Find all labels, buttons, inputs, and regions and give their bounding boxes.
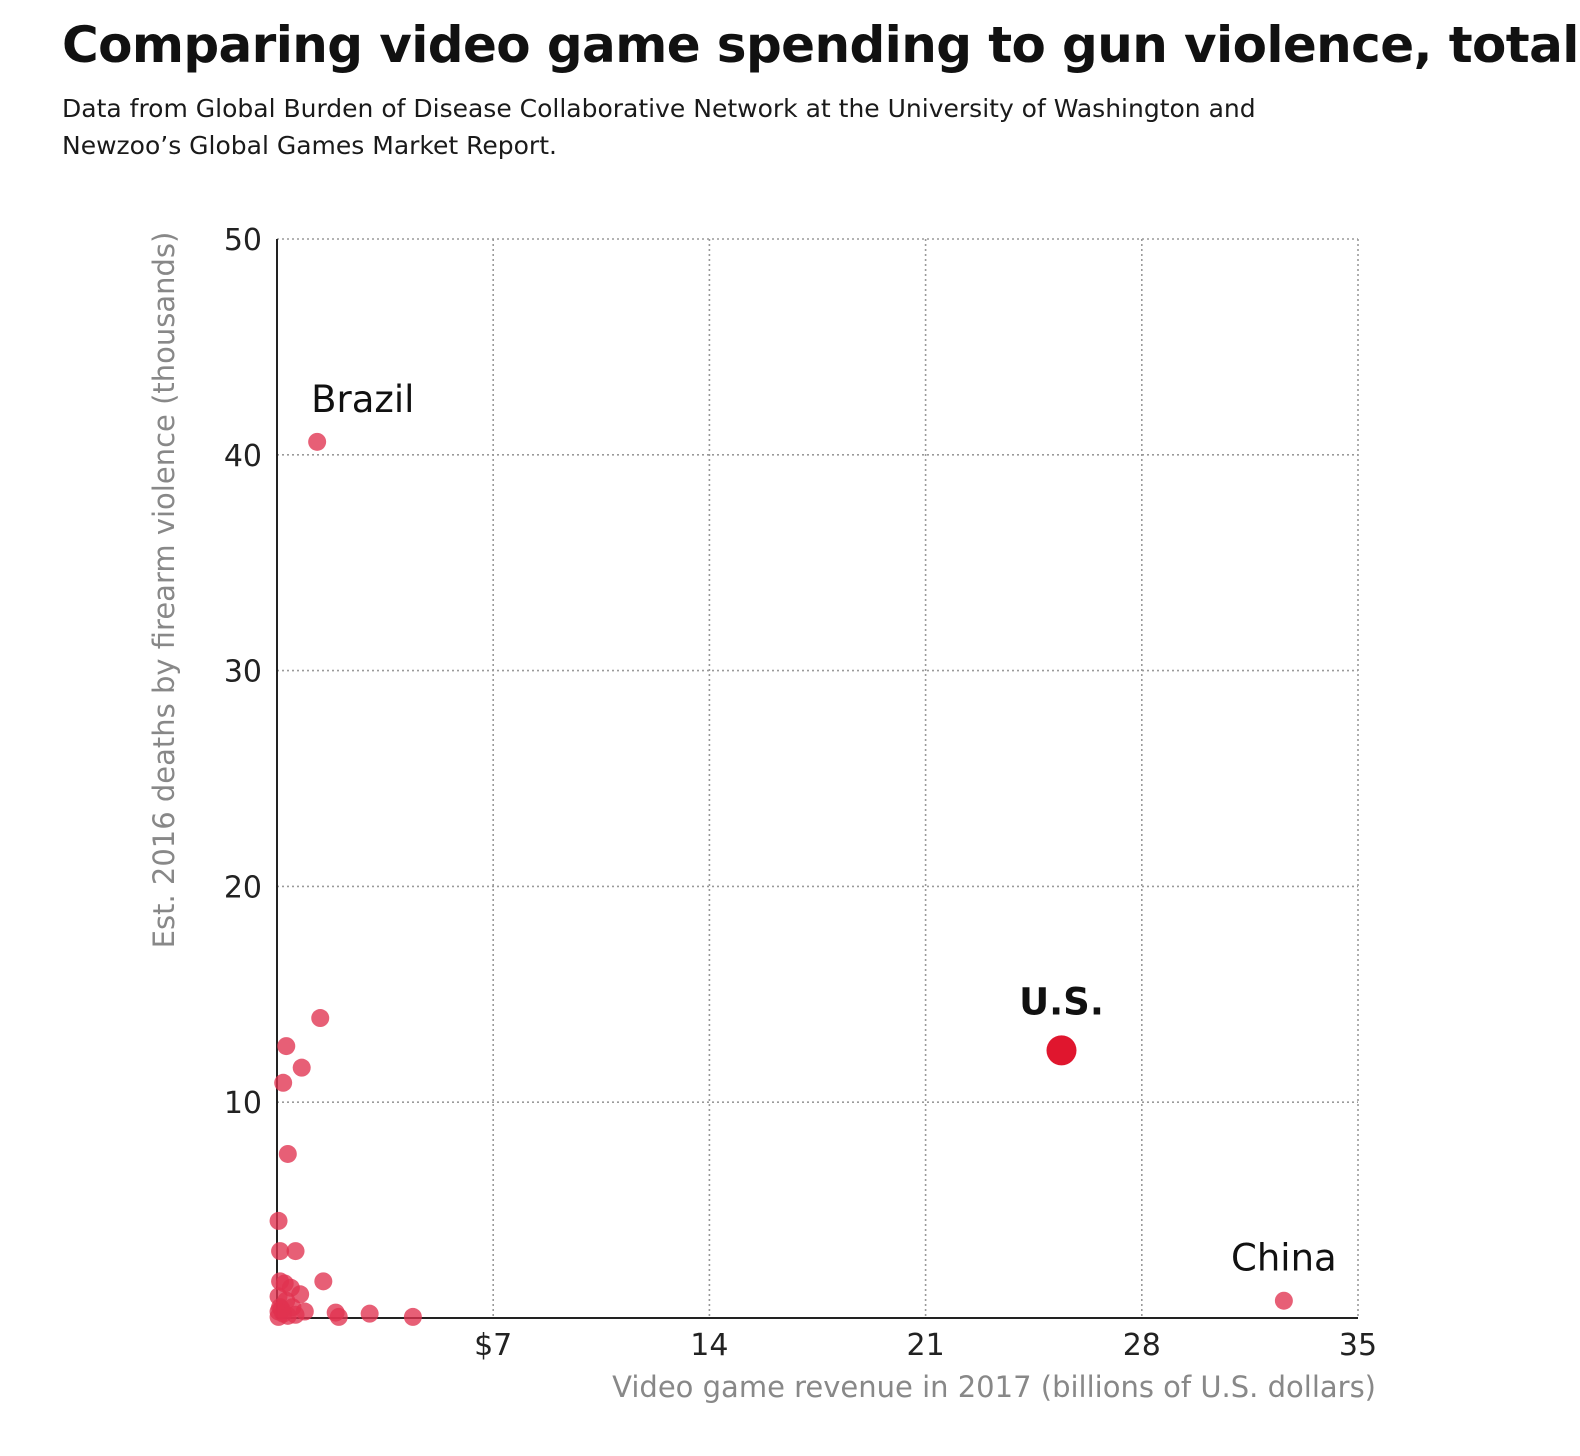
data-point	[1274, 1291, 1293, 1310]
point-labels: Brazil U.S. China	[311, 378, 1337, 1280]
point-label: China	[1231, 1237, 1337, 1280]
data-point	[286, 1305, 305, 1324]
tick-labels: $7 14 21 28 35 10 20 30 40 50	[224, 223, 1377, 1363]
x-tick-label: 14	[690, 1328, 728, 1363]
data-point	[403, 1307, 422, 1326]
x-tick-label: 35	[1339, 1328, 1377, 1363]
y-tick-label: 40	[224, 439, 262, 474]
x-axis-title: Video game revenue in 2017 (billions of …	[612, 1370, 1376, 1404]
point-label: Brazil	[311, 378, 414, 421]
y-axis-title: Est. 2016 deaths by firearm violence (th…	[147, 232, 181, 949]
data-point	[278, 1144, 297, 1163]
data-point	[274, 1073, 293, 1092]
data-point	[360, 1304, 379, 1323]
data-point	[277, 1037, 296, 1056]
y-tick-label: 50	[224, 223, 262, 258]
point-label: U.S.	[1019, 980, 1104, 1023]
data-point	[291, 1285, 310, 1304]
highlight-point	[1046, 1035, 1077, 1066]
data-point	[292, 1058, 311, 1077]
chart-title: Comparing video game spending to gun vio…	[62, 16, 1579, 74]
axes	[276, 239, 1358, 1319]
data-point	[286, 1242, 305, 1261]
data-point	[314, 1272, 333, 1291]
x-tick-label: 21	[907, 1328, 945, 1363]
grid-lines	[277, 238, 1359, 1318]
y-tick-label: 30	[224, 655, 262, 690]
y-tick-label: 10	[224, 1086, 262, 1121]
data-point	[308, 432, 327, 451]
data-point	[272, 1300, 291, 1319]
x-tick-label: $7	[474, 1328, 512, 1363]
data-point	[269, 1211, 288, 1230]
data-point	[271, 1242, 290, 1261]
data-points	[269, 432, 1293, 1326]
data-point	[329, 1307, 348, 1326]
chart-subtitle: Data from Global Burden of Disease Colla…	[62, 94, 1256, 160]
x-tick-label: 28	[1123, 1328, 1161, 1363]
y-tick-label: 20	[224, 870, 262, 905]
data-point	[311, 1009, 330, 1028]
